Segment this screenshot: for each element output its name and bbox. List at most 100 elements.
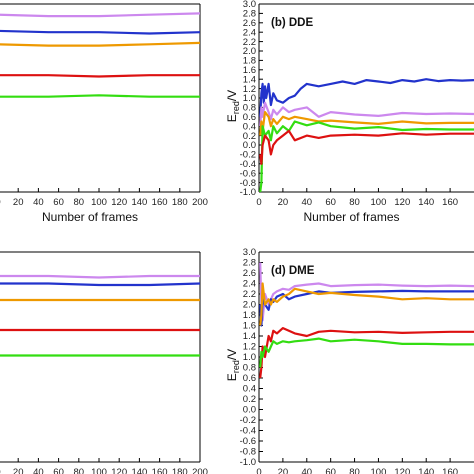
x-tick-label: 80 (74, 467, 85, 474)
series-line-4 (259, 120, 474, 193)
series-line-2 (0, 282, 200, 287)
series-group (0, 12, 200, 98)
y-tick-label: -0.6 (240, 168, 256, 179)
x-tick-label: 120 (394, 197, 410, 208)
series-group (259, 262, 474, 379)
x-tick-label: 140 (131, 467, 147, 474)
x-tick-label: 60 (53, 197, 64, 208)
x-tick-label: 20 (13, 467, 24, 474)
y-axis-label: Ered/V (225, 90, 241, 122)
y-tick-label: 0.4 (243, 121, 256, 132)
y-tick-label: 1.2 (243, 342, 256, 353)
x-tick-label: 0 (256, 467, 261, 474)
y-tick-label: 2.0 (243, 46, 256, 57)
y-tick-label: 0.6 (243, 373, 256, 384)
y-tick-label: 0.8 (243, 103, 256, 114)
y-tick-label: 2.6 (243, 18, 256, 29)
series-group (259, 78, 474, 193)
series-line-5 (0, 94, 200, 98)
x-tick-label: 160 (442, 467, 458, 474)
x-axis-label: Number of frames (303, 210, 399, 224)
x-tick-label: 40 (33, 467, 44, 474)
series-line-1 (0, 12, 200, 18)
y-axis-label: Ered/V (225, 349, 241, 381)
x-tick-label: 60 (325, 197, 336, 208)
x-tick-label: 160 (152, 467, 168, 474)
x-tick-label: 0 (256, 197, 261, 208)
x-tick-label: 160 (152, 197, 168, 208)
y-tick-label: 1.0 (243, 93, 256, 104)
y-tick-label: 1.6 (243, 321, 256, 332)
x-tick-label: 80 (74, 197, 85, 208)
x-tick-label: 140 (418, 197, 434, 208)
x-tick-label: 120 (111, 197, 127, 208)
x-tick-label: 180 (172, 197, 188, 208)
x-tick-label: 40 (301, 197, 312, 208)
y-tick-label: 1.6 (243, 65, 256, 76)
y-tick-label: 2.4 (243, 279, 256, 290)
y-tick-label: 0.6 (243, 112, 256, 123)
x-tick-label: 0 (0, 197, 1, 208)
series-line-3 (0, 41, 200, 47)
y-tick-label: -0.2 (240, 415, 256, 426)
y-tick-label: 2.2 (243, 37, 256, 48)
y-tick-label: -1.0 (240, 187, 256, 198)
x-tick-label: 200 (192, 467, 208, 474)
y-tick-label: 2.8 (243, 258, 256, 269)
y-tick-label: 3.0 (243, 247, 256, 258)
y-tick-label: 3.0 (243, 0, 256, 10)
x-tick-label: 40 (301, 467, 312, 474)
y-tick-label: 0.8 (243, 363, 256, 374)
x-tick-label: 100 (371, 197, 387, 208)
y-tick-label: 1.0 (243, 352, 256, 363)
x-tick-label: 160 (442, 197, 458, 208)
x-tick-label: 180 (172, 467, 188, 474)
y-axis-label-unit: /V (225, 349, 239, 360)
x-tick-label: 100 (91, 467, 107, 474)
y-tick-label: 0.0 (243, 405, 256, 416)
y-tick-label: 1.2 (243, 84, 256, 95)
y-tick-label: 2.6 (243, 268, 256, 279)
series-line-3 (259, 282, 474, 326)
y-tick-label: 0.0 (243, 140, 256, 151)
series-line-4 (0, 74, 200, 78)
series-line-4 (259, 327, 474, 379)
series-group (0, 274, 200, 357)
y-tick-label: 0.2 (243, 131, 256, 142)
y-tick-label: 0.4 (243, 384, 256, 395)
y-axis-label-unit: /V (225, 90, 239, 101)
y-tick-label: -0.4 (240, 426, 256, 437)
panel-title: (d) DME (271, 265, 315, 277)
x-tick-label: 140 (131, 197, 147, 208)
series-line-1 (0, 274, 200, 279)
x-tick-label: 20 (278, 197, 289, 208)
series-line-2 (0, 29, 200, 35)
panel-c: 020406080100120140160180200Number of fra… (0, 251, 208, 474)
series-line-5 (259, 129, 474, 165)
y-axis-label-main: E (225, 114, 239, 122)
panel-b: 0 20 40 60 80 100 120 140 160 -1.0-0.8-0.6-0.4-0.… (225, 0, 474, 224)
x-axis-label: Number of frames (42, 210, 138, 224)
y-tick-label: 1.4 (243, 331, 256, 342)
y-tick-label: 0.2 (243, 394, 256, 405)
y-axis-label-sub: red (231, 101, 241, 114)
x-tick-label: 200 (192, 197, 208, 208)
series-line-5 (259, 337, 474, 368)
y-tick-label: 1.4 (243, 74, 256, 85)
y-axis-label-main: E (225, 373, 239, 381)
x-tick-label: 80 (349, 467, 360, 474)
series-line-1 (259, 262, 474, 322)
x-tick-label: 120 (394, 467, 410, 474)
y-tick-label: 1.8 (243, 56, 256, 67)
y-tick-label: 2.0 (243, 300, 256, 311)
x-tick-label: 40 (33, 197, 44, 208)
y-tick-label: -0.8 (240, 178, 256, 189)
y-tick-label: -0.8 (240, 447, 256, 458)
y-tick-label: 2.8 (243, 9, 256, 20)
x-tick-label: 140 (418, 467, 434, 474)
x-tick-label: 0 (0, 467, 1, 474)
panel-a: 0 20 40 60 80 100 120 140 160 180 200 Number of fra… (0, 3, 208, 224)
x-tick-label: 20 (278, 467, 289, 474)
x-tick-label: 80 (349, 197, 360, 208)
